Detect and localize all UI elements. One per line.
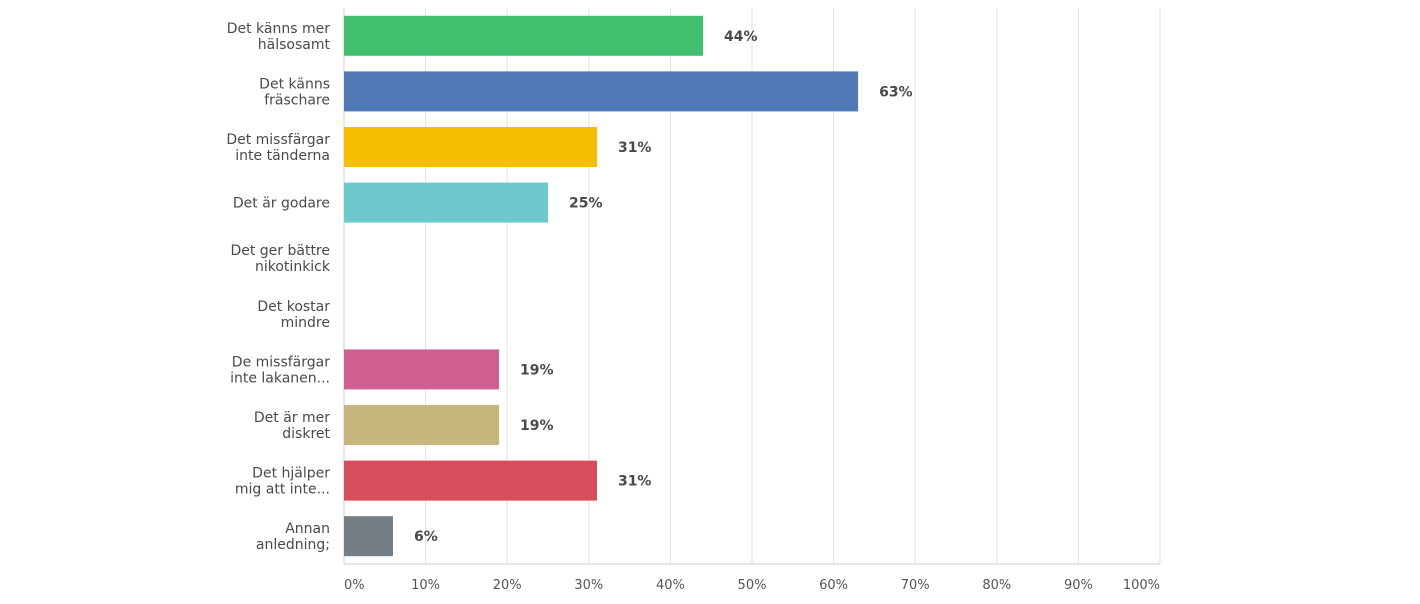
bar-1 [344,15,704,56]
bar-4 [344,182,548,223]
category-label-4: Det är godare [233,196,330,212]
bar-9 [344,460,597,501]
x-tick-labels: 0% 10% 20% 30% 40% 50% 60% 70% 80% 90% 100% [344,578,1160,593]
bars [344,15,859,557]
data-label-3: 31% [618,140,652,156]
x-tick-label-40: 40% [656,578,685,593]
x-tick-label-20: 20% [493,578,522,593]
data-label-10: 6% [414,529,438,545]
category-label-9: Det hjälper mig att inte... [235,466,330,498]
data-label-1: 44% [724,29,758,45]
category-labels: Det känns mer hälsosamt Det känns fräschare… [226,21,331,553]
x-tick-label-60: 60% [819,578,848,593]
category-label-5: Det ger bättre nikotinkick [230,243,330,275]
category-label-1: Det känns mer hälsosamt [227,21,331,53]
bar-3 [344,127,597,167]
data-label-8: 19% [520,418,554,434]
x-tick-label-50: 50% [738,578,767,593]
x-tick-label-70: 70% [901,578,930,593]
data-label-2: 63% [879,84,913,100]
x-tick-label-100: 100% [1123,578,1160,593]
x-tick-label-80: 80% [982,578,1011,593]
x-tick-label-90: 90% [1064,578,1093,593]
category-label-6: Det kostar mindre [257,299,330,331]
x-tick-label-0: 0% [344,578,365,593]
data-labels: 44% 63% 31% 25% 19% 19% 31% 6% [414,29,913,545]
category-label-2: Det känns fräschare [259,76,330,108]
data-label-7: 19% [520,362,554,378]
data-label-4: 25% [569,196,603,212]
bar-8 [344,405,500,445]
data-label-9: 31% [618,474,652,490]
bar-2 [344,71,859,112]
x-tick-label-10: 10% [411,578,440,593]
bar-10 [344,516,393,557]
category-label-7: De missfärgar inte lakanen... [230,354,330,386]
bar-7 [344,349,500,390]
category-label-3: Det missfärgar inte tänderna [226,132,330,164]
x-tick-label-30: 30% [574,578,603,593]
category-label-8: Det är mer diskret [254,410,331,442]
category-label-10: Annan anledning; [256,521,330,553]
